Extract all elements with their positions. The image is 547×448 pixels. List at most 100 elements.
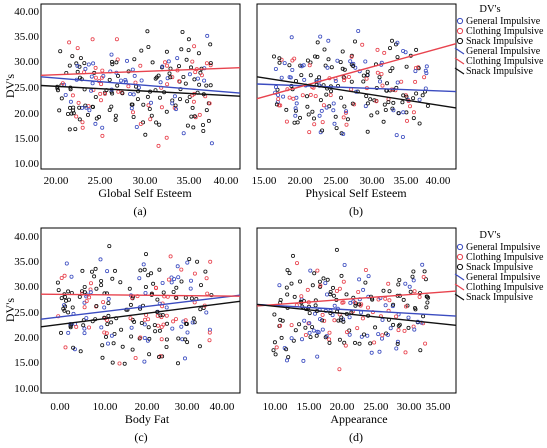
scatter-point-b <box>399 79 404 84</box>
scatter-point-b <box>284 107 289 112</box>
legend-top-marker-snack-label: Snack Impulsive <box>466 36 533 47</box>
scatter-point-a <box>157 95 162 100</box>
scatter-point-a <box>93 121 98 126</box>
caption-c: (c) <box>134 430 147 444</box>
points-c <box>55 244 214 366</box>
legend-top-line-clothing <box>454 57 465 65</box>
scatter-point-d <box>324 292 329 297</box>
scatter-point-c <box>156 323 161 328</box>
scatter-point-a <box>157 122 162 127</box>
scatter-point-d <box>307 321 312 326</box>
scatter-point-d <box>401 297 406 302</box>
scatter-point-b <box>317 113 322 118</box>
scatter-point-a <box>93 75 98 80</box>
scatter-point-b <box>391 108 396 113</box>
xtick-c-2: 20.00 <box>135 401 160 413</box>
scatter-point-a <box>77 64 82 69</box>
scatter-point-b <box>382 102 387 107</box>
scatter-point-b <box>305 104 310 109</box>
scatter-point-c <box>62 273 67 278</box>
scatter-point-c <box>62 308 67 313</box>
ytick-a-6: 40.00 <box>14 6 39 18</box>
plot-frame-c <box>40 227 241 394</box>
legend-bottom-marker-snack-label: Snack Impulsive <box>466 262 533 273</box>
xtick-b-5: 40.00 <box>426 175 451 187</box>
caption-a: (a) <box>133 204 146 218</box>
scatter-point-d <box>315 268 320 273</box>
scatter-point-c <box>205 291 210 296</box>
scatter-point-b <box>308 92 313 97</box>
scatter-point-c <box>183 337 188 342</box>
xtick-c-3: 30.00 <box>175 401 200 413</box>
legend-top-line-snack <box>454 67 465 75</box>
plot-frame-d <box>256 227 457 394</box>
scatter-point-d <box>410 274 415 279</box>
scatter-point-d <box>418 348 423 353</box>
scatter-point-a <box>176 64 181 69</box>
scatter-point-b <box>313 94 318 99</box>
scatter-point-b <box>396 111 401 116</box>
scatter-point-c <box>145 338 150 343</box>
scatter-point-d <box>330 285 335 290</box>
scatter-point-c <box>100 343 105 348</box>
scatter-point-b <box>319 108 324 113</box>
scatter-point-c <box>179 279 184 284</box>
scatter-point-b <box>287 63 292 68</box>
scatter-point-c <box>92 274 97 279</box>
fit-line-snack-b <box>256 76 457 109</box>
scatter-point-c <box>105 322 110 327</box>
scatter-point-b <box>325 65 330 70</box>
xtick-c-4: 40.00 <box>210 401 235 413</box>
scatter-point-d <box>397 322 402 327</box>
scatter-point-d <box>361 332 366 337</box>
scatter-point-d <box>332 318 337 323</box>
scatter-point-d <box>353 303 358 308</box>
scatter-point-d <box>383 296 388 301</box>
xtick-b-3: 30.00 <box>360 175 385 187</box>
scatter-point-b <box>389 38 394 43</box>
scatter-point-c <box>107 244 112 249</box>
scatter-point-d <box>394 314 399 319</box>
scatter-point-a <box>139 48 144 53</box>
scatter-point-b <box>395 80 400 85</box>
scatter-point-d <box>297 322 302 327</box>
scatter-point-a <box>75 46 80 51</box>
scatter-point-d <box>291 338 296 343</box>
scatter-point-b <box>324 105 329 110</box>
scatter-point-a <box>164 49 169 54</box>
scatter-point-a <box>57 108 62 113</box>
scatter-point-d <box>289 281 294 286</box>
scatter-point-d <box>387 298 392 303</box>
scatter-point-c <box>127 286 132 291</box>
scatter-point-d <box>380 333 385 338</box>
scatter-point-a <box>141 102 146 107</box>
scatter-point-c <box>104 331 109 336</box>
scatter-point-d <box>278 323 283 328</box>
scatter-point-c <box>99 283 104 288</box>
scatter-point-a <box>190 59 195 64</box>
scatter-point-c <box>185 330 190 335</box>
scatter-point-c <box>94 303 99 308</box>
scatter-point-b <box>411 116 416 121</box>
scatter-point-c <box>68 325 73 330</box>
scatter-point-a <box>202 78 207 83</box>
scatter-point-a <box>100 68 105 73</box>
scatter-point-a <box>59 96 64 101</box>
scatter-point-a <box>116 73 121 78</box>
scatter-point-a <box>131 92 136 97</box>
legend-bottom: DV's General Impulsive Clothing Impulsiv… <box>454 230 544 303</box>
scatter-point-c <box>66 289 71 294</box>
scatter-point-d <box>272 340 277 345</box>
scatter-point-c <box>174 295 179 300</box>
scatter-point-a <box>123 78 128 83</box>
scatter-point-b <box>420 93 425 98</box>
scatter-point-a <box>150 60 155 65</box>
scatter-point-d <box>403 281 408 286</box>
scatter-point-b <box>348 59 353 64</box>
scatter-point-a <box>60 81 65 86</box>
scatter-point-b <box>340 66 345 71</box>
scatter-point-c <box>129 334 134 339</box>
scatter-point-d <box>299 294 304 299</box>
ytick-c-1: 15.00 <box>14 357 39 369</box>
scatter-point-b <box>292 120 297 125</box>
